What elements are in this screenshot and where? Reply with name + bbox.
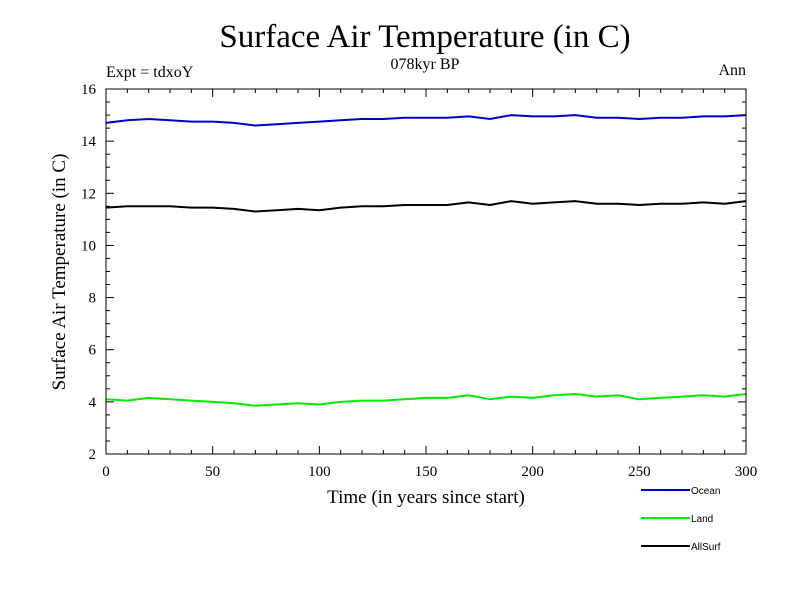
y-axis: 2 4 6 8 10 12 14 16 — [81, 82, 746, 463]
period-label: Ann — [718, 62, 746, 79]
legend-label: AllSurf — [691, 542, 721, 553]
series-line-ocean — [105, 114, 747, 127]
x-tick-label: 150 — [415, 464, 438, 480]
y-tick-label: 6 — [89, 343, 97, 359]
y-axis-label: Surface Air Temperature (in C) — [49, 154, 70, 391]
legend-label: Land — [691, 514, 713, 525]
series-line-land — [105, 392, 747, 407]
x-tick-label: 0 — [102, 464, 110, 480]
chart-title: Surface Air Temperature (in C) — [219, 19, 630, 55]
series-line-allsurf — [105, 200, 747, 213]
y-tick-label: 8 — [89, 291, 97, 307]
y-tick-label: 12 — [81, 186, 96, 202]
x-tick-label: 250 — [628, 464, 651, 480]
y-tick-label: 14 — [81, 134, 97, 150]
plot-area — [105, 114, 747, 407]
chart-subtitle: 078kyr BP — [391, 56, 460, 73]
experiment-label: Expt = tdxoY — [106, 64, 194, 81]
y-tick-label: 2 — [89, 447, 97, 463]
legend: Ocean Land AllSurf — [641, 486, 721, 553]
y-tick-label: 16 — [81, 82, 97, 98]
x-tick-label: 100 — [308, 464, 331, 480]
legend-label: Ocean — [691, 486, 720, 497]
x-axis-label: Time (in years since start) — [327, 487, 525, 508]
x-tick-label: 50 — [205, 464, 220, 480]
x-tick-label: 200 — [521, 464, 544, 480]
y-tick-label: 10 — [81, 238, 96, 254]
y-tick-label: 4 — [89, 395, 97, 411]
x-tick-label: 300 — [735, 464, 758, 480]
x-axis: 0 50 100 150 200 250 300 — [102, 89, 757, 480]
